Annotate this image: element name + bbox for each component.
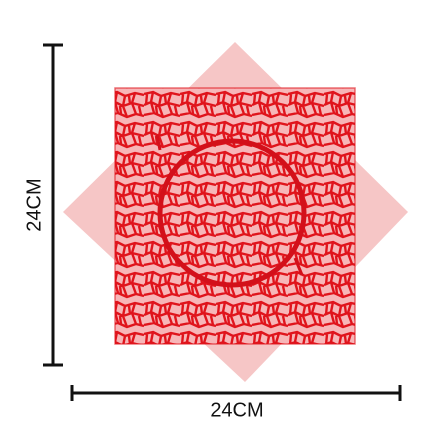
drawstring-ends [155,134,304,276]
width-label: 24CM [210,399,263,421]
red-mesh [115,88,355,344]
mesh-edge [114,87,356,345]
height-label: 24CM [23,178,45,231]
width-dimension [70,385,402,401]
drawstring-ring [157,138,307,288]
height-dimension [43,43,63,367]
